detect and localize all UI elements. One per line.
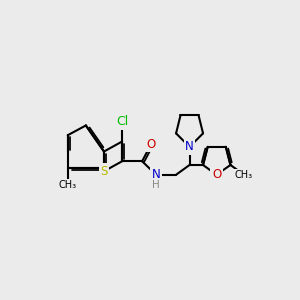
Text: CH₃: CH₃ — [235, 170, 253, 180]
Text: O: O — [146, 138, 156, 151]
Text: Cl: Cl — [116, 115, 128, 128]
Text: S: S — [100, 165, 108, 178]
Text: N: N — [152, 168, 161, 181]
Text: H: H — [152, 180, 160, 190]
Text: CH₃: CH₃ — [59, 180, 77, 190]
Text: N: N — [185, 140, 194, 153]
Text: O: O — [212, 168, 221, 181]
